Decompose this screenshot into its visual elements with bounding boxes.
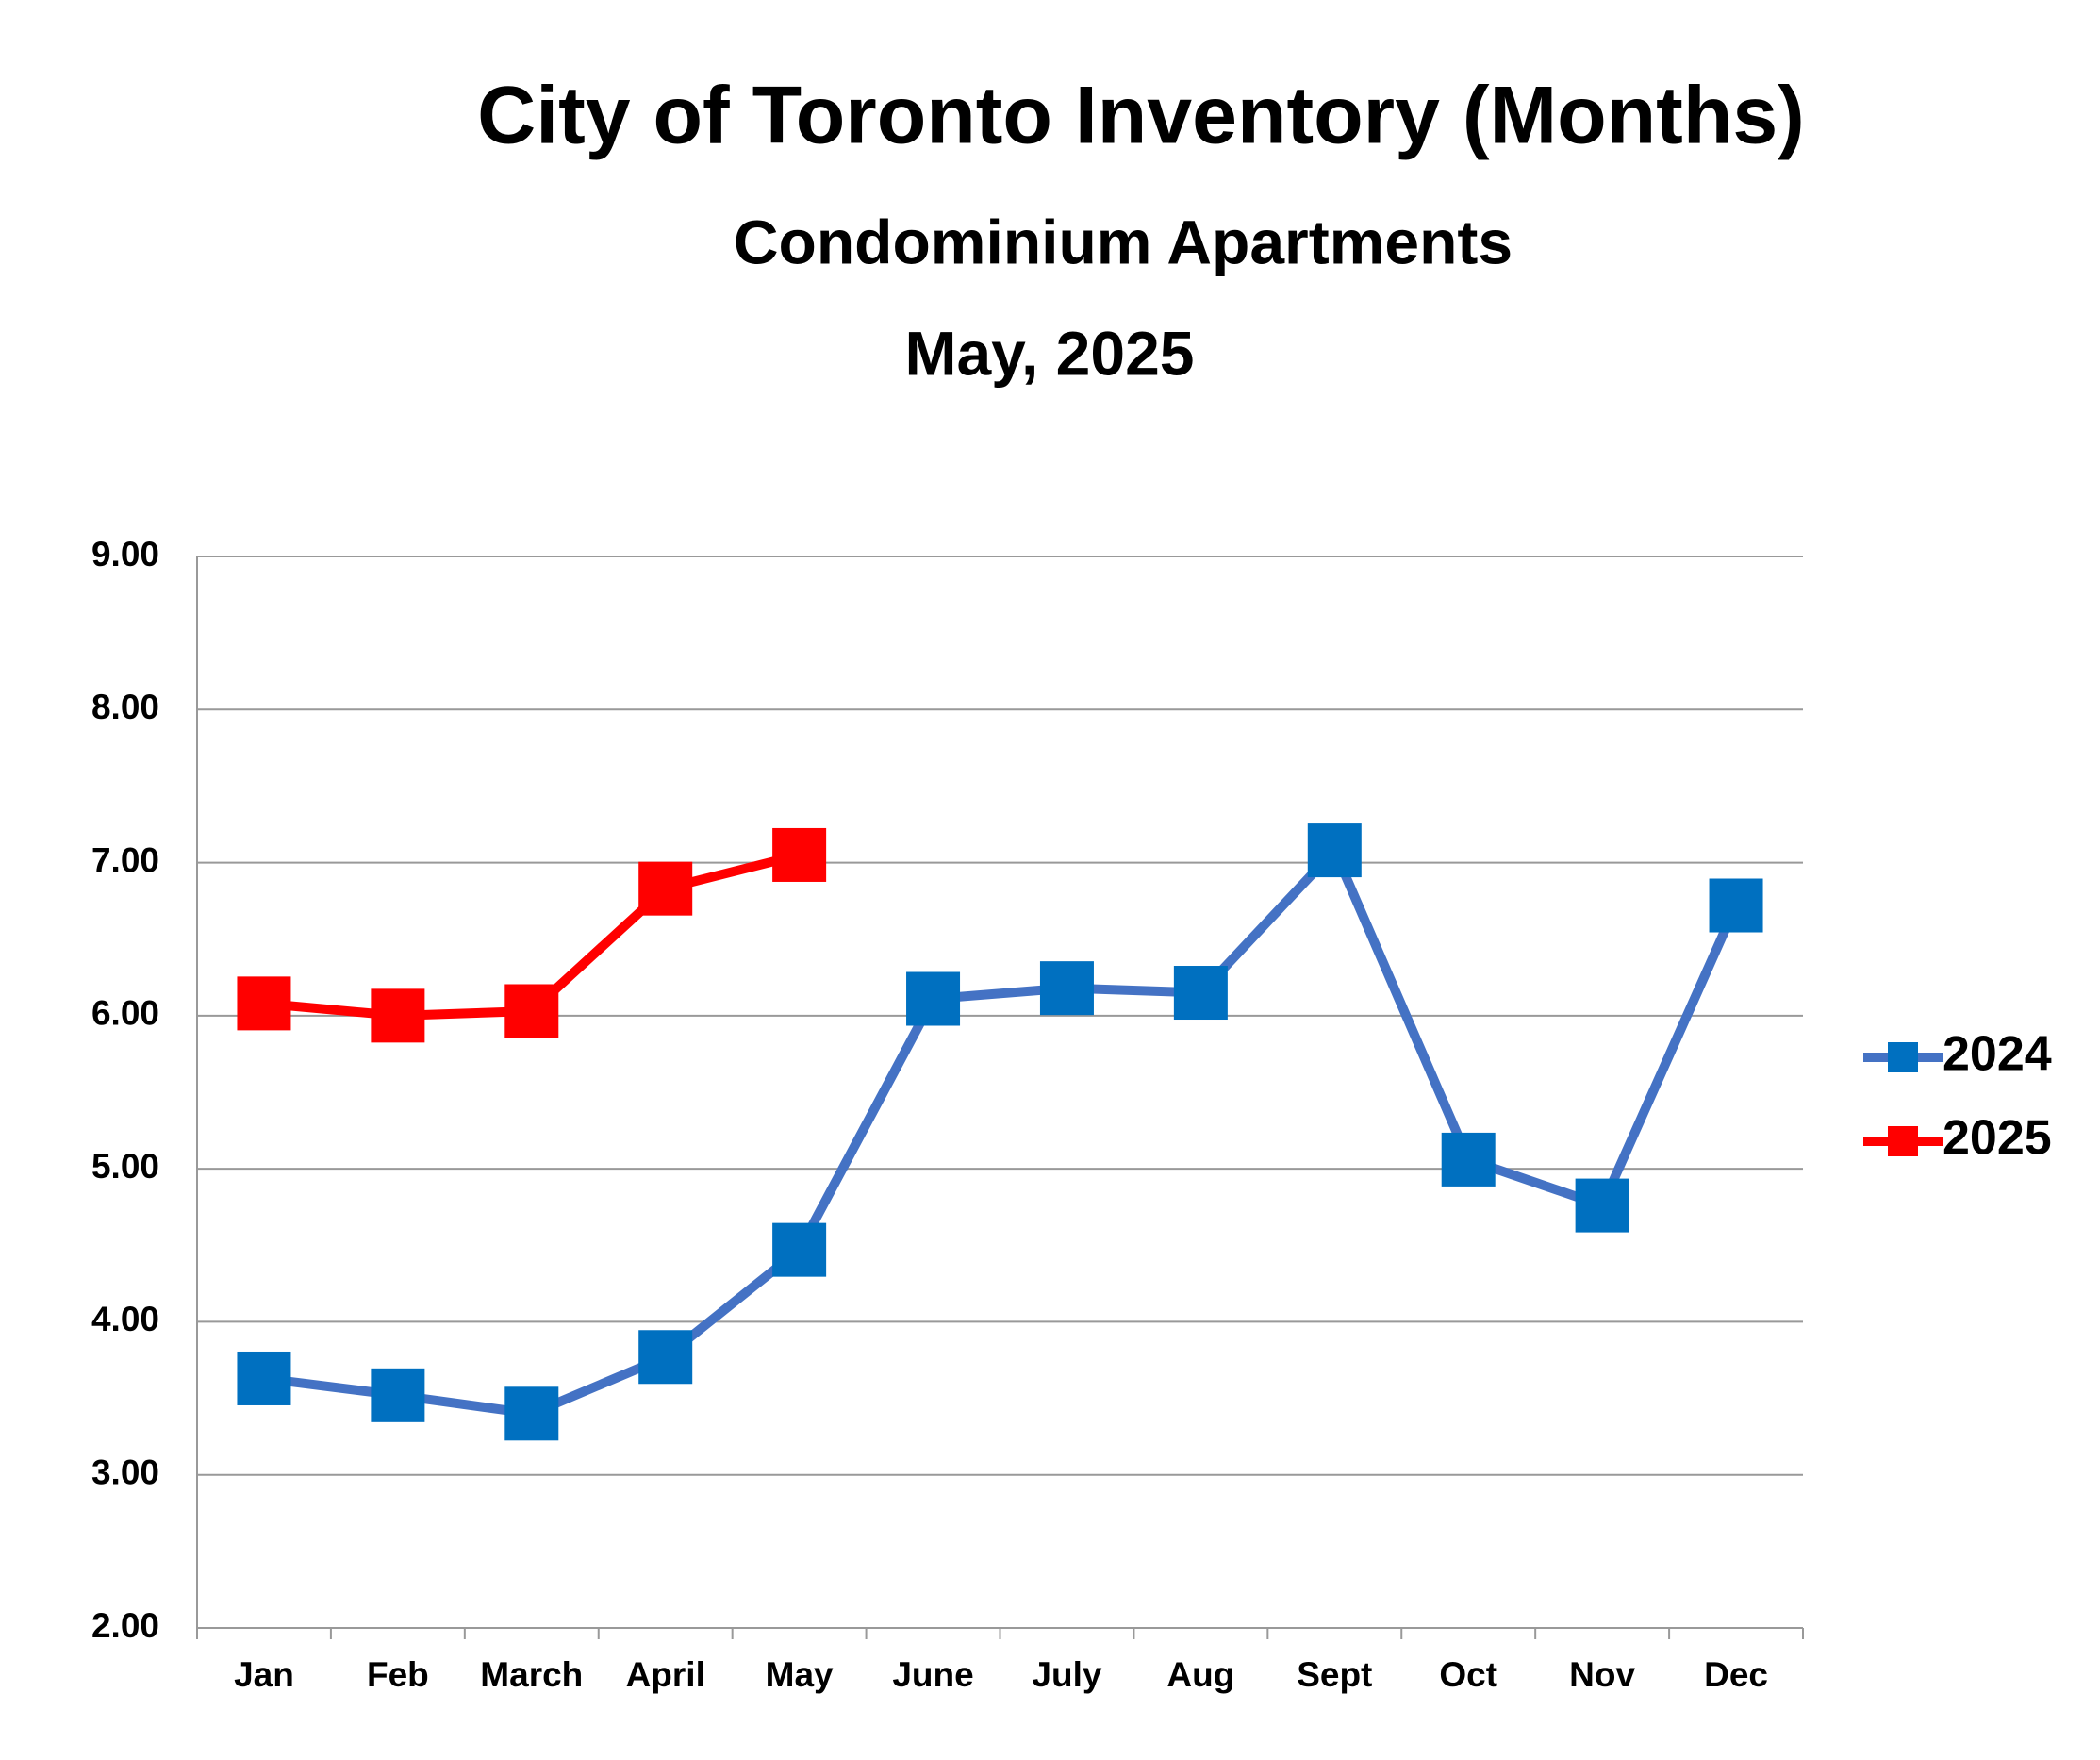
x-tick-label: March bbox=[480, 1655, 583, 1694]
marker bbox=[371, 1368, 425, 1422]
legend-label: 2024 bbox=[1943, 1027, 2052, 1082]
x-tick-label: April bbox=[626, 1655, 705, 1694]
marker bbox=[1173, 966, 1228, 1021]
marker bbox=[772, 1222, 827, 1277]
y-tick-label: 4.00 bbox=[91, 1300, 159, 1338]
y-tick-label: 7.00 bbox=[91, 840, 159, 879]
chart-subtitle: Condominium Apartments bbox=[734, 207, 1513, 276]
legend-label: 2025 bbox=[1943, 1111, 2052, 1166]
legend-marker bbox=[1888, 1126, 1918, 1156]
marker bbox=[906, 971, 961, 1026]
series-line bbox=[263, 845, 1741, 1419]
y-tick-label: 6.00 bbox=[91, 994, 159, 1033]
x-tick-label: Aug bbox=[1166, 1655, 1234, 1694]
y-tick-label: 8.00 bbox=[91, 688, 159, 726]
x-tick-label: Sept bbox=[1297, 1655, 1372, 1694]
marker bbox=[371, 988, 425, 1043]
marker bbox=[1039, 961, 1094, 1016]
marker bbox=[237, 1351, 291, 1405]
marker bbox=[638, 861, 693, 916]
marker bbox=[1709, 878, 1763, 933]
y-tick-label: 3.00 bbox=[91, 1453, 159, 1491]
y-tick-label: 5.00 bbox=[91, 1147, 159, 1186]
chart-title: City of Toronto Inventory (Months) bbox=[477, 71, 1805, 161]
marker bbox=[504, 984, 559, 1038]
legend-marker bbox=[1888, 1042, 1918, 1072]
marker bbox=[638, 1330, 693, 1385]
marker bbox=[504, 1386, 559, 1441]
x-tick-label: Feb bbox=[367, 1655, 429, 1694]
x-tick-label: Nov bbox=[1569, 1655, 1635, 1694]
x-tick-label: Dec bbox=[1704, 1655, 1768, 1694]
chart-date: May, 2025 bbox=[905, 318, 1195, 388]
marker bbox=[1441, 1132, 1496, 1187]
x-tick-label: Jan bbox=[234, 1655, 294, 1694]
marker bbox=[1307, 823, 1362, 878]
marker bbox=[1575, 1178, 1629, 1233]
x-tick-label: May bbox=[766, 1655, 834, 1694]
marker bbox=[772, 827, 827, 882]
y-tick-label: 2.00 bbox=[91, 1606, 159, 1645]
marker bbox=[237, 976, 291, 1031]
x-tick-label: July bbox=[1032, 1655, 1101, 1694]
x-tick-label: Oct bbox=[1439, 1655, 1497, 1694]
y-tick-label: 9.00 bbox=[91, 535, 159, 573]
x-tick-label: June bbox=[892, 1655, 973, 1694]
